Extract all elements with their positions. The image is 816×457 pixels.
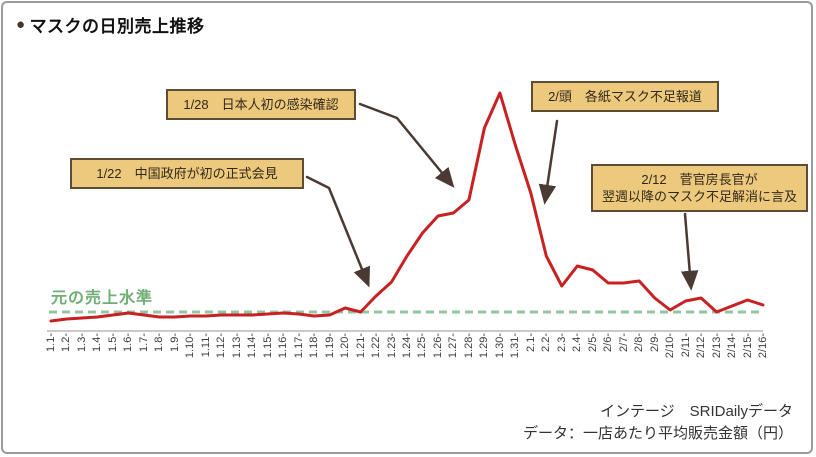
annotation-box-1-22: 1/22 中国政府が初の正式会見 [70,158,304,190]
bullet-icon: ● [16,16,26,33]
page-title: ● マスクの日別売上推移 [16,12,205,37]
annotation-box-2-head: 2/頭 各紙マスク不足報道 [531,81,719,113]
footer-note: データ：一店あたり平均販売金額（円） [522,424,793,442]
annotation-arrow-1-28 [358,102,455,188]
annotation-arrow-2-head [538,119,559,205]
annotation-box-1-28: 1/28 日本人初の感染確認 [166,89,356,121]
page-title-text: マスクの日別売上推移 [29,17,205,36]
baseline-label: 元の売上水準 [51,290,154,307]
sales-line-series [49,91,765,323]
annotation-arrow-2-12 [680,212,699,291]
sales-line-chart [47,91,765,332]
annotation-box-2-12: 2/12 菅官房長官が 翌週以降のマスク不足解消に言及 [591,164,809,213]
annotation-arrow-1-22 [305,175,370,288]
footer-source: インテージ SRIDailyデータ [599,403,793,420]
footer: インテージ SRIDailyデータ データ：一店あたり平均販売金額（円） [523,401,793,445]
